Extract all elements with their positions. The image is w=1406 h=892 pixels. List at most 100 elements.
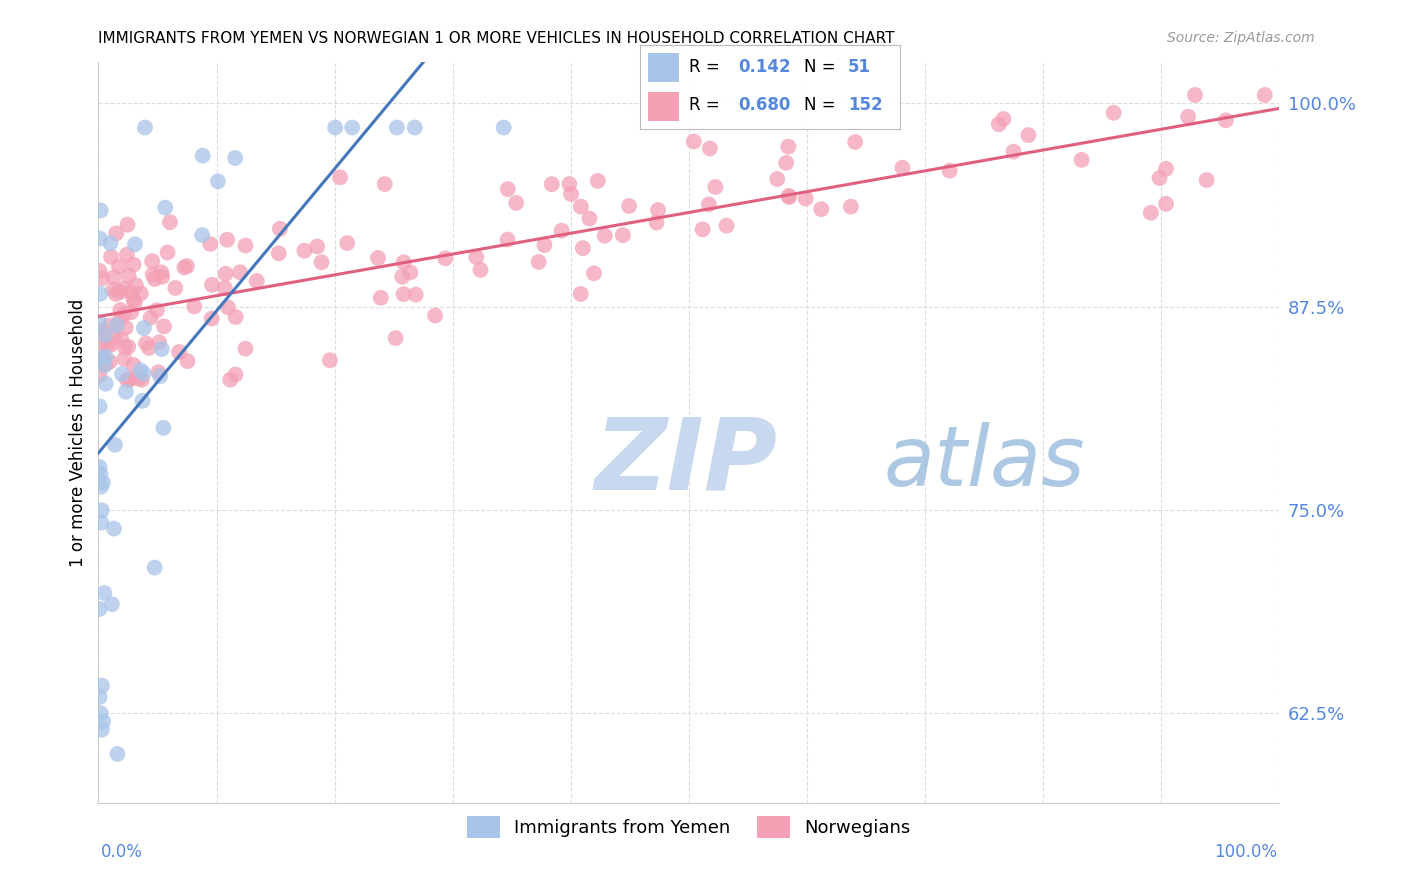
Point (89, 690, 111, 704)
Point (1102, 105, 1125, 120)
Point (152, 421, 174, 435)
Point (110, 285, 132, 299)
Point (550, 224, 572, 238)
Point (540, 177, 562, 191)
Point (142, 268, 165, 282)
Point (1149, 171, 1171, 186)
Point (105, 747, 128, 761)
Point (155, 201, 177, 215)
Point (1140, 205, 1163, 219)
Point (1154, 197, 1177, 211)
Point (214, 281, 236, 295)
Point (91, 723, 114, 737)
Point (115, 373, 138, 387)
Point (578, 211, 600, 226)
Point (384, 331, 406, 345)
Point (141, 254, 163, 268)
Point (423, 309, 446, 323)
Point (112, 281, 135, 295)
Point (766, 172, 789, 186)
Point (1017, 128, 1039, 142)
Point (150, 265, 173, 279)
Point (91, 714, 114, 729)
Point (90, 467, 112, 481)
Point (89, 231, 111, 245)
Point (94, 376, 117, 391)
Point (89, 316, 111, 330)
Point (1254, 87, 1277, 102)
Point (560, 187, 582, 202)
Text: Source: ZipAtlas.com: Source: ZipAtlas.com (1167, 31, 1315, 45)
Point (496, 233, 519, 247)
Point (90, 203, 112, 218)
Point (115, 247, 138, 261)
Point (90, 329, 112, 343)
Point (229, 265, 252, 279)
Point (217, 233, 239, 247)
Point (1215, 113, 1237, 128)
Text: 152: 152 (848, 96, 883, 114)
Point (704, 180, 727, 194)
Point (235, 342, 257, 356)
Point (200, 236, 222, 251)
Text: ZIP: ZIP (595, 414, 778, 511)
Text: 0.0%: 0.0% (101, 843, 143, 861)
Point (1195, 173, 1218, 187)
Point (505, 195, 527, 210)
Point (112, 307, 135, 321)
Point (682, 135, 704, 149)
Point (105, 318, 128, 333)
Point (143, 272, 166, 286)
Point (156, 245, 179, 260)
Point (90, 516, 112, 530)
Point (138, 341, 160, 355)
Point (207, 174, 229, 188)
Point (374, 177, 396, 191)
Point (94, 358, 117, 372)
Point (100, 338, 122, 352)
Text: N =: N = (804, 58, 835, 76)
Point (108, 260, 131, 274)
Point (465, 250, 488, 264)
Point (94, 350, 117, 364)
Point (496, 182, 519, 196)
Point (558, 177, 581, 191)
Point (839, 200, 862, 214)
Point (129, 286, 152, 301)
Point (336, 236, 359, 251)
Point (114, 384, 136, 399)
Point (612, 228, 634, 243)
Point (370, 291, 392, 305)
Point (716, 219, 738, 233)
Point (470, 263, 492, 277)
Point (159, 215, 181, 229)
Point (527, 255, 550, 269)
Legend: Immigrants from Yemen, Norwegians: Immigrants from Yemen, Norwegians (460, 809, 918, 846)
Point (586, 174, 609, 188)
Point (385, 120, 408, 135)
Point (617, 199, 640, 213)
Point (117, 340, 139, 354)
Point (153, 319, 176, 334)
Point (391, 269, 413, 284)
Point (692, 222, 714, 236)
Point (114, 340, 136, 354)
Point (128, 371, 150, 385)
Point (810, 202, 832, 216)
Point (224, 151, 246, 165)
Point (120, 305, 142, 319)
Point (775, 156, 797, 170)
Point (569, 200, 592, 214)
Point (778, 189, 800, 203)
Point (572, 241, 595, 255)
Text: 0.680: 0.680 (738, 96, 792, 114)
Point (392, 287, 415, 301)
Point (89, 368, 111, 383)
Point (120, 372, 142, 386)
Point (235, 238, 257, 252)
Point (100, 236, 122, 251)
Point (201, 311, 224, 326)
Point (217, 300, 239, 314)
Point (103, 270, 125, 285)
Point (112, 351, 135, 366)
